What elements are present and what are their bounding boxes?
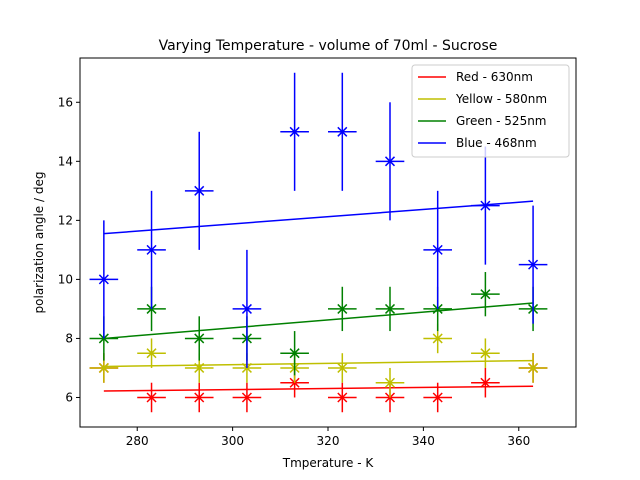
y-tick-label: 6 [65,390,73,404]
data-point [289,348,300,359]
y-tick-label: 10 [58,272,73,286]
fit-line [103,359,534,368]
chart-title: Varying Temperature - volume of 70ml - S… [159,38,498,54]
series-blue [89,72,548,368]
data-point [337,126,348,137]
y-tick-label: 12 [58,213,73,227]
x-tick-label: 280 [126,434,149,448]
data-point [194,392,205,403]
data-point [384,156,396,167]
data-point [528,362,539,373]
y-tick-label: 8 [65,331,73,345]
series-red [89,353,548,413]
y-tick-label: 14 [58,154,73,168]
data-point [384,303,396,314]
legend-label: Yellow - 580nm [455,92,547,106]
x-tick-label: 320 [317,434,340,448]
data-point [194,333,205,344]
legend-label: Red - 630nm [456,70,533,84]
data-point [432,392,443,403]
data-point [241,303,252,314]
data-point [384,377,396,388]
y-tick-label: 16 [58,95,73,109]
data-point [480,348,491,359]
plot-area [89,72,548,413]
data-point [194,185,205,196]
x-tick-label: 300 [221,434,244,448]
data-point [432,244,443,255]
data-point [289,126,300,137]
fit-line [103,302,534,340]
fit-line [103,200,534,235]
x-tick-label: 360 [507,434,530,448]
legend-label: Green - 525nm [456,114,547,128]
data-point [146,392,157,403]
x-axis: 280 300 320 340 360 [126,427,530,448]
data-point [480,289,491,300]
data-point [98,274,109,285]
x-axis-label: Tmperature - K [282,456,375,470]
data-point [98,362,109,373]
data-point [480,377,491,388]
x-tick-label: 340 [412,434,435,448]
legend-label: Blue - 468nm [456,136,537,150]
data-point [432,333,443,344]
data-point [146,348,157,359]
data-point [337,303,348,314]
data-point [337,392,348,403]
data-point [337,362,348,373]
data-point [146,244,157,255]
legend-box [411,64,570,158]
y-axis-label: polarization angle / deg [32,172,46,314]
data-point [241,392,252,403]
data-point [480,200,491,211]
fit-line [103,385,534,392]
y-axis: 6 8 10 12 14 16 [58,95,80,404]
legend: Red - 630nm Yellow - 580nm Green - 525nm Bl… [411,64,570,158]
data-point [528,259,539,270]
